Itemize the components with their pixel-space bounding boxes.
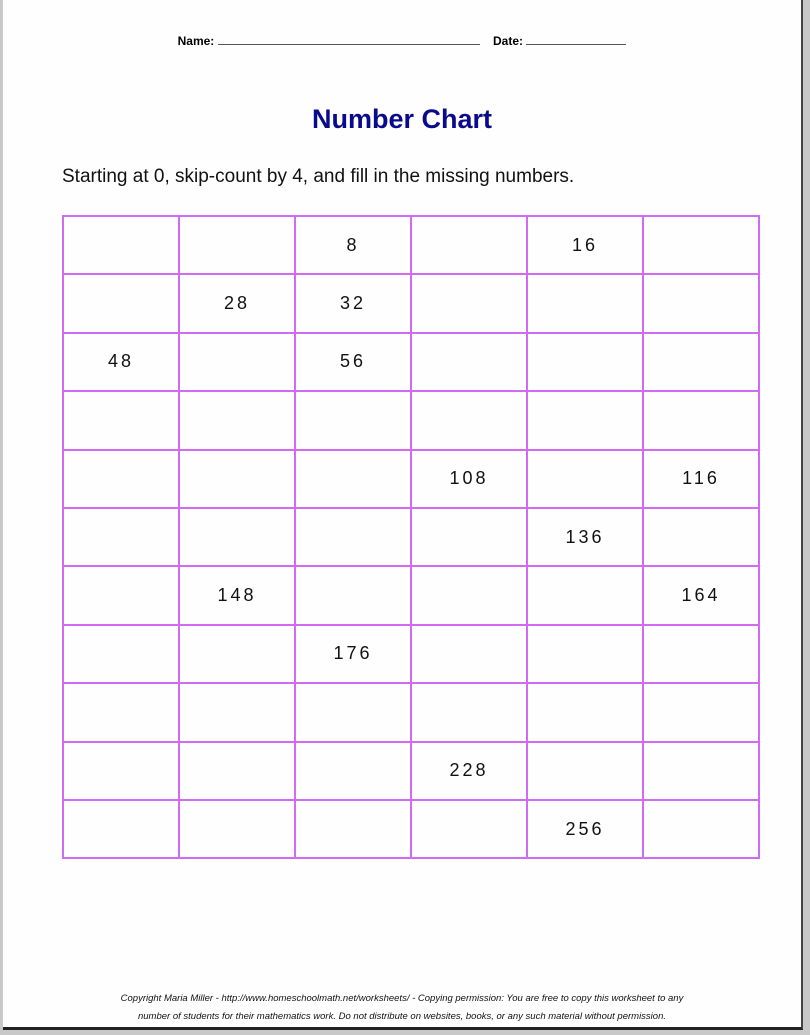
grid-cell: [178, 623, 296, 685]
grid-cell: [178, 331, 296, 393]
grid-cell: 116: [642, 448, 760, 509]
grid-cell: [410, 331, 528, 393]
grid-cell: [410, 623, 528, 685]
grid-cell: [642, 798, 760, 860]
grid-cell: [294, 740, 412, 801]
grid-cell: [62, 506, 180, 568]
grid-cell: [62, 740, 180, 801]
grid-cell: 48: [62, 331, 180, 393]
grid-cell: [410, 682, 528, 743]
grid-row: 148 164: [62, 565, 760, 626]
date-blank-line: [526, 34, 627, 45]
grid-row: 48 56: [62, 331, 760, 393]
worksheet-page: Name: Date: Number Chart Starting at 0, …: [3, 0, 803, 1030]
grid-cell: [62, 273, 180, 334]
grid-cell: [526, 623, 644, 685]
grid-cell: [642, 273, 760, 334]
grid-cell: [526, 565, 644, 626]
grid-row: 176: [62, 623, 760, 685]
grid-cell: 256: [526, 798, 644, 860]
grid-cell: 28: [178, 273, 296, 334]
grid-cell: [526, 331, 644, 393]
grid-cell: [526, 682, 644, 743]
grid-cell: [62, 390, 180, 451]
grid-row: 28 32: [62, 273, 760, 334]
grid-cell: 164: [642, 565, 760, 626]
grid-cell: [410, 273, 528, 334]
date-label: Date:: [493, 34, 524, 48]
grid-cell: [294, 798, 412, 860]
grid-row: 256: [62, 798, 760, 860]
grid-cell: 176: [294, 623, 412, 685]
grid-cell: [62, 448, 180, 509]
grid-cell: [642, 682, 760, 743]
grid-cell: [294, 448, 412, 509]
grid-cell: 148: [178, 565, 296, 626]
grid-cell: 56: [294, 331, 412, 393]
grid-cell: [526, 390, 644, 451]
grid-cell: 16: [526, 214, 644, 276]
grid-row: [62, 390, 760, 451]
grid-cell: 8: [294, 214, 412, 276]
grid-cell: [62, 798, 180, 860]
grid-cell: [410, 565, 528, 626]
grid-cell: [642, 740, 760, 801]
grid-cell: 136: [526, 506, 644, 568]
grid-cell: [526, 740, 644, 801]
grid-cell: [410, 506, 528, 568]
grid-cell: [526, 448, 644, 509]
grid-cell: [642, 390, 760, 451]
name-blank-line: [217, 34, 480, 45]
grid-row: 136: [62, 506, 760, 568]
grid-cell: [294, 390, 412, 451]
grid-cell: [62, 682, 180, 743]
grid-cell: [178, 214, 296, 276]
grid-cell: [62, 214, 180, 276]
grid-cell: 228: [410, 740, 528, 801]
grid-row: 8 16: [62, 214, 760, 276]
grid-cell: [62, 623, 180, 685]
grid-cell: [178, 506, 296, 568]
grid-cell: [642, 623, 760, 685]
page-title: Number Chart: [311, 104, 493, 134]
grid-cell: [526, 273, 644, 334]
grid-cell: [178, 448, 296, 509]
grid-cell: [294, 565, 412, 626]
grid-cell: [178, 798, 296, 860]
copyright-footer: Copyright Maria Miller - http://www.home…: [3, 990, 801, 1026]
grid-cell: [294, 506, 412, 568]
instructions: Starting at 0, skip-count by 4, and fill…: [62, 166, 575, 187]
footer-line-1: Copyright Maria Miller - http://www.home…: [120, 993, 684, 1004]
grid-cell: [410, 214, 528, 276]
grid-row: [62, 682, 760, 743]
grid-cell: [178, 740, 296, 801]
grid-cell: [642, 506, 760, 568]
grid-cell: [178, 682, 296, 743]
grid-cell: [410, 798, 528, 860]
grid-cell: 32: [294, 273, 412, 334]
grid-cell: [62, 565, 180, 626]
grid-row: 228: [62, 740, 760, 801]
grid-cell: [294, 682, 412, 743]
grid-cell: [642, 331, 760, 393]
number-chart-grid: 8 16 28 32 48 56 108 116 136 148 164 176 228 256: [62, 214, 760, 860]
grid-cell: 108: [410, 448, 528, 509]
name-date-header: Name: Date:: [3, 34, 801, 48]
grid-cell: [178, 390, 296, 451]
footer-line-2: number of students for their mathematics…: [137, 1011, 666, 1022]
grid-cell: [642, 214, 760, 276]
grid-row: 108 116: [62, 448, 760, 509]
grid-cell: [410, 390, 528, 451]
name-label: Name:: [177, 34, 215, 48]
